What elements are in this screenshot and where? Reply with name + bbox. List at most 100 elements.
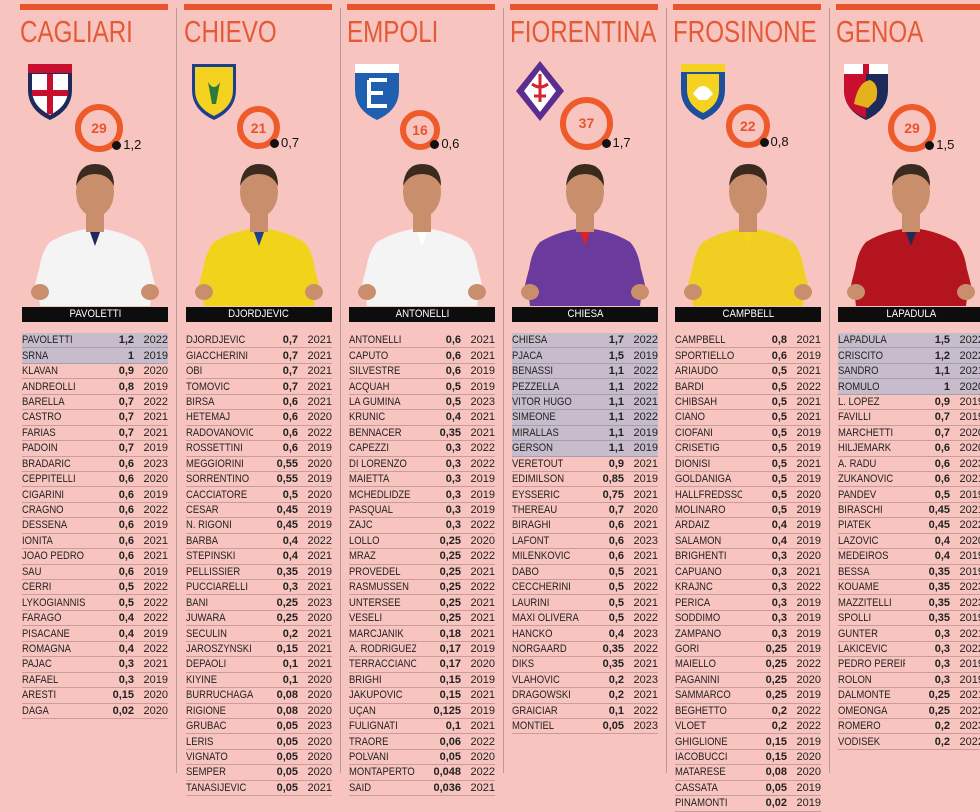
player-photo [673, 150, 823, 306]
player-salary: 0,7 [282, 334, 298, 347]
contract-expiry: 2023 [633, 534, 658, 547]
player-name: CASSATA [675, 781, 718, 794]
player-row: CAPEZZI 0,3 2022 [349, 441, 495, 457]
player-salary: 0,3 [445, 504, 461, 517]
player-row: JAROSZYNSKI 0,15 2021 [186, 642, 332, 658]
player-row: PEDRO PEREIRA 0,3 2019 [838, 657, 980, 673]
player-row: PANDEV 0,5 2019 [838, 487, 980, 503]
contract-expiry: 2021 [633, 596, 658, 609]
player-name: BARELLA [22, 395, 65, 408]
player-name: ROMAGNA [22, 642, 71, 655]
contract-expiry: 2021 [470, 349, 495, 362]
player-salary: 0,6 [118, 457, 134, 470]
player-salary: 0,6 [934, 473, 950, 486]
player-salary: 0,35 [602, 642, 624, 655]
contract-expiry: 2020 [143, 689, 168, 702]
player-salary: 0,45 [276, 519, 298, 532]
player-salary: 0,3 [445, 457, 461, 470]
player-row: JUWARA 0,25 2020 [186, 611, 332, 627]
player-salary: 0,9 [934, 395, 950, 408]
contract-expiry: 2020 [307, 704, 332, 717]
team-column-frosinone: FROSINONE 22 0,8 CAMPBELL CAMPBELL 0,8 2… [673, 0, 823, 812]
player-name: CIOFANI [675, 426, 713, 439]
player-row: OBI 0,7 2021 [186, 364, 332, 380]
player-salary: 0,3 [445, 519, 461, 532]
player-salary: 0,06 [439, 735, 461, 748]
player-salary: 0,1 [608, 704, 624, 717]
player-name: DIONISI [675, 457, 711, 470]
total-wage-value: 29 [904, 119, 920, 136]
player-name: BARBA [186, 534, 219, 547]
player-salary: 0,17 [439, 658, 461, 671]
player-salary: 0,25 [765, 689, 787, 702]
featured-player-bar: CHIESA [512, 307, 658, 322]
player-name: RASMUSSEN [349, 581, 409, 594]
contract-expiry: 2023 [143, 457, 168, 470]
player-name: MIRALLAS [512, 426, 559, 439]
player-salary: 1 [943, 380, 950, 393]
player-row: GERSON 1,1 2019 [512, 441, 658, 457]
player-salary: 0,4 [771, 519, 787, 532]
player-name: SECULIN [186, 627, 228, 640]
player-row: PADOIN 0,7 2019 [22, 441, 168, 457]
contract-expiry: 2021 [959, 504, 980, 517]
player-salary: 0,15 [765, 735, 787, 748]
contract-expiry: 2021 [796, 565, 821, 578]
player-salary: 0,25 [439, 534, 461, 547]
accent-bar [510, 4, 658, 10]
contract-expiry: 2019 [959, 658, 980, 671]
player-row: BARELLA 0,7 2022 [22, 395, 168, 411]
player-salary: 0,05 [276, 720, 298, 733]
featured-player-name: DJORDJEVIC [228, 308, 290, 320]
player-row: CEPPITELLI 0,6 2020 [22, 472, 168, 488]
player-row: KOUAME 0,35 2023 [838, 580, 980, 596]
player-name: IACOBUCCI [675, 751, 728, 764]
player-name: VLAHOVIC [512, 673, 560, 686]
featured-player-bar: ANTONELLI [349, 307, 495, 322]
contract-expiry: 2019 [307, 473, 332, 486]
player-row: FULIGNATI 0,1 2021 [349, 719, 495, 735]
player-name: VERETOUT [512, 457, 564, 470]
contract-expiry: 2020 [796, 673, 821, 686]
contract-expiry: 2021 [307, 365, 332, 378]
player-salary: 0,5 [771, 395, 787, 408]
player-salary: 0,35 [276, 565, 298, 578]
player-salary: 0,25 [765, 673, 787, 686]
contract-expiry: 2022 [796, 704, 821, 717]
player-name: PERICA [675, 596, 711, 609]
player-row: DJORDJEVIC 0,7 2021 [186, 333, 332, 349]
contract-expiry: 2021 [796, 365, 821, 378]
contract-expiry: 2023 [470, 395, 495, 408]
player-name: CRAGNO [22, 504, 64, 517]
contract-expiry: 2022 [307, 426, 332, 439]
contract-expiry: 2022 [307, 534, 332, 547]
contract-expiry: 2021 [470, 411, 495, 424]
player-name: MILENKOVIC [512, 550, 571, 563]
player-row: SPORTIELLO 0,6 2019 [675, 348, 821, 364]
player-row: BIRAGHI 0,6 2021 [512, 518, 658, 534]
player-row: KRAJNC 0,3 2022 [675, 580, 821, 596]
contract-expiry: 2020 [959, 380, 980, 393]
player-name: VIGNATO [186, 751, 228, 764]
player-salary: 0,35 [928, 581, 950, 594]
contract-expiry: 2023 [633, 673, 658, 686]
player-name: BIRASCHI [838, 504, 883, 517]
player-salary: 0,5 [608, 581, 624, 594]
player-salary: 0,4 [118, 627, 134, 640]
player-name: DRAGOWSKI [512, 689, 571, 702]
player-row: FARIAS 0,7 2021 [22, 426, 168, 442]
player-name: CAMPBELL [675, 334, 726, 347]
player-name: BARDI [675, 380, 704, 393]
player-row: TOMOVIC 0,7 2021 [186, 379, 332, 395]
player-salary: 0,6 [608, 519, 624, 532]
column-divider [829, 8, 830, 773]
contract-expiry: 2019 [796, 519, 821, 532]
total-wage-value: 37 [578, 115, 595, 132]
contract-expiry: 2019 [307, 504, 332, 517]
contract-expiry: 2023 [959, 720, 980, 733]
contract-expiry: 2019 [633, 426, 658, 439]
player-name: VODISEK [838, 735, 881, 748]
player-salary: 0,6 [118, 550, 134, 563]
featured-player-bar: LAPADULA [838, 307, 980, 322]
player-name: ZAMPANO [675, 627, 722, 640]
